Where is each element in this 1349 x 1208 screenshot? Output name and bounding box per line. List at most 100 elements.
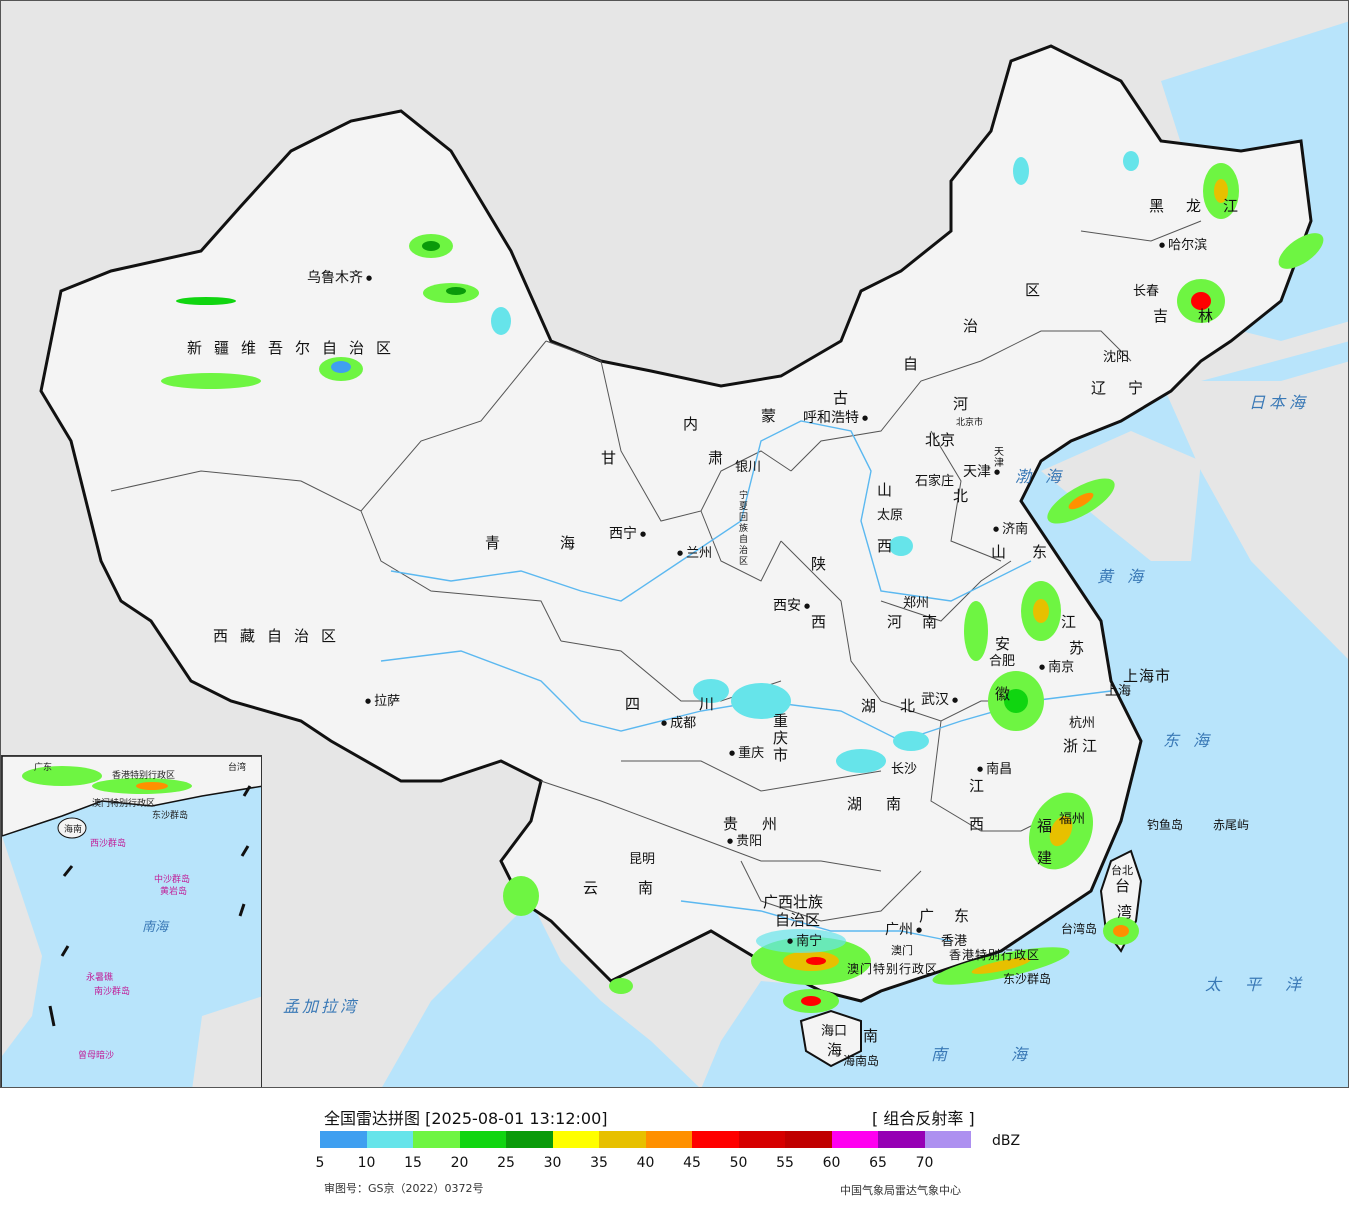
label-hunan: 湖南 bbox=[847, 795, 926, 813]
color-swatch bbox=[320, 1131, 367, 1148]
label-hubei: 湖北 bbox=[861, 697, 940, 715]
label-heilongjiang: 黑龙江 bbox=[1149, 197, 1261, 215]
label-jiangsu-1: 江 bbox=[1061, 613, 1077, 631]
island-hainandao: 海南岛 bbox=[843, 1054, 880, 1068]
label-xizang: 西藏自治区 bbox=[213, 627, 349, 645]
inset-label-hongkong: 香港特别行政区 bbox=[112, 771, 176, 781]
label-fujian-2: 建 bbox=[1037, 849, 1053, 867]
sea-huanghai: 黄海 bbox=[1097, 567, 1158, 586]
city-urumqi: 乌鲁木齐 bbox=[307, 271, 372, 285]
label-hebei-1: 河 bbox=[953, 395, 969, 413]
city-guangzhou: 广州 bbox=[885, 923, 922, 937]
approval-number: 审图号：GS京（2022）0372号 bbox=[324, 1182, 484, 1195]
label-jiangsu-2: 苏 bbox=[1069, 639, 1085, 657]
label-gansu: 甘肃 bbox=[601, 449, 816, 467]
island-diaoyu: 钓鱼岛 bbox=[1147, 818, 1184, 832]
city-changchun: 长春 bbox=[1133, 284, 1160, 299]
label-sichuan-1: 四 bbox=[625, 695, 641, 713]
color-swatch bbox=[506, 1131, 553, 1148]
color-swatch bbox=[831, 1131, 878, 1148]
color-swatch bbox=[599, 1131, 646, 1148]
label-jilin: 吉林 bbox=[1153, 307, 1244, 325]
color-swatch bbox=[366, 1131, 413, 1148]
city-nanchang: 南昌 bbox=[977, 763, 1012, 776]
color-bar bbox=[320, 1131, 971, 1148]
city-hangzhou: 杭州 bbox=[1069, 716, 1096, 731]
inset-canvas bbox=[2, 756, 261, 1087]
tick-label: 15 bbox=[404, 1155, 422, 1171]
inset-label-nansha: 南沙群岛 bbox=[94, 987, 131, 997]
city-taipei: 台北 bbox=[1111, 864, 1133, 877]
city-beijing: 北京 bbox=[925, 431, 956, 449]
inset-label-macau: 澳门特别行政区 bbox=[92, 799, 156, 809]
city-lhasa: 拉萨 bbox=[365, 695, 400, 708]
city-kunming: 昆明 bbox=[629, 852, 656, 867]
city-shenyang: 沈阳 bbox=[1103, 350, 1130, 365]
city-shijiazhuang: 石家庄 bbox=[915, 474, 955, 489]
label-guizhou: 贵州 bbox=[723, 815, 802, 833]
color-swatch bbox=[785, 1131, 832, 1148]
inset-label-xisha: 西沙群岛 bbox=[90, 839, 127, 849]
tick-label: 45 bbox=[683, 1155, 701, 1171]
label-ningxia: 宁夏回族自治区 bbox=[739, 491, 749, 567]
sea-donghai: 东海 bbox=[1163, 731, 1224, 750]
inset-label-guangdong: 广东 bbox=[34, 763, 53, 773]
legend: 全国雷达拼图 [2025-08-01 13:12:00] [ 组合反射率 ] d… bbox=[0, 1088, 1349, 1208]
city-chongqing: 重庆 bbox=[729, 747, 764, 760]
radar-map: 新疆维吾尔自治区 西藏自治区 青海 甘肃 内 蒙 古 自 治 区 黑龙江 吉林 … bbox=[0, 0, 1349, 1088]
inset-label-dongsha: 东沙群岛 bbox=[152, 811, 189, 821]
inset-label-zengmu: 曾母暗沙 bbox=[78, 1051, 115, 1061]
color-swatch bbox=[645, 1131, 692, 1148]
label-guangxi-2: 自治区 bbox=[775, 911, 821, 929]
city-taiyuan: 太原 bbox=[877, 508, 904, 523]
city-lanzhou: 兰州 bbox=[677, 547, 712, 560]
city-harbin: 哈尔滨 bbox=[1159, 239, 1207, 252]
label-neimenggu-4: 自 bbox=[903, 355, 919, 373]
sea-bohai: 渤海 bbox=[1015, 467, 1076, 486]
label-neimenggu-1: 内 bbox=[683, 415, 699, 433]
city-guiyang: 贵阳 bbox=[727, 835, 762, 848]
label-liaoning: 辽宁 bbox=[1091, 379, 1166, 397]
tick-label: 20 bbox=[450, 1155, 469, 1171]
city-wuhan: 武汉 bbox=[921, 693, 958, 707]
label-taiwan-2: 湾 bbox=[1117, 903, 1133, 921]
label-hainan-1: 海 bbox=[827, 1041, 843, 1059]
inset-label-zhongsha: 中沙群岛 bbox=[154, 875, 191, 885]
label-neimenggu-2: 蒙 bbox=[761, 407, 777, 425]
label-shandong: 山东 bbox=[991, 543, 1074, 561]
city-hefei: 合肥 bbox=[989, 654, 1016, 669]
label-shaanxi-1: 陕 bbox=[811, 555, 827, 573]
inset-label-yongshu: 永暑礁 bbox=[86, 973, 114, 983]
tick-label: 70 bbox=[915, 1155, 934, 1171]
label-yunnan: 云南 bbox=[583, 879, 694, 897]
label-chongqing: 重庆市 bbox=[773, 712, 789, 764]
color-swatch bbox=[738, 1131, 785, 1148]
city-macau: 澳门 bbox=[891, 944, 913, 957]
legend-title: 全国雷达拼图 [2025-08-01 13:12:00] bbox=[324, 1109, 608, 1128]
label-hainan-2: 南 bbox=[863, 1027, 879, 1045]
inset-label-hainan: 海南 bbox=[64, 825, 83, 835]
label-hongkong: 香港特别行政区 bbox=[949, 948, 1041, 962]
tick-label: 10 bbox=[357, 1155, 376, 1171]
label-henan: 河南 bbox=[887, 613, 958, 631]
city-xining: 西宁 bbox=[609, 527, 646, 541]
city-jinan: 济南 bbox=[993, 523, 1028, 536]
label-taiwan-1: 台 bbox=[1115, 877, 1131, 895]
island-taiwandao: 台湾岛 bbox=[1061, 922, 1098, 936]
city-hohhot: 呼和浩特 bbox=[803, 411, 868, 425]
label-neimenggu-3: 古 bbox=[833, 389, 849, 407]
city-nanning: 南宁 bbox=[787, 935, 822, 948]
color-swatch bbox=[692, 1131, 739, 1148]
sea-ribenhai: 日本海 bbox=[1249, 393, 1310, 412]
sea-mengjiala: 孟加拉湾 bbox=[283, 997, 360, 1016]
sea-nanhai: 南海 bbox=[931, 1045, 1092, 1064]
tick-label: 40 bbox=[636, 1155, 655, 1171]
city-shanghai: 上海 bbox=[1105, 684, 1132, 699]
color-swatch bbox=[552, 1131, 599, 1148]
label-shaanxi-2: 西 bbox=[811, 613, 827, 631]
label-anhui-2: 徽 bbox=[995, 685, 1011, 703]
label-anhui-1: 安 bbox=[995, 635, 1011, 653]
label-neimenggu-5: 治 bbox=[963, 317, 979, 335]
city-changsha: 长沙 bbox=[891, 762, 918, 777]
color-swatch bbox=[924, 1131, 971, 1148]
